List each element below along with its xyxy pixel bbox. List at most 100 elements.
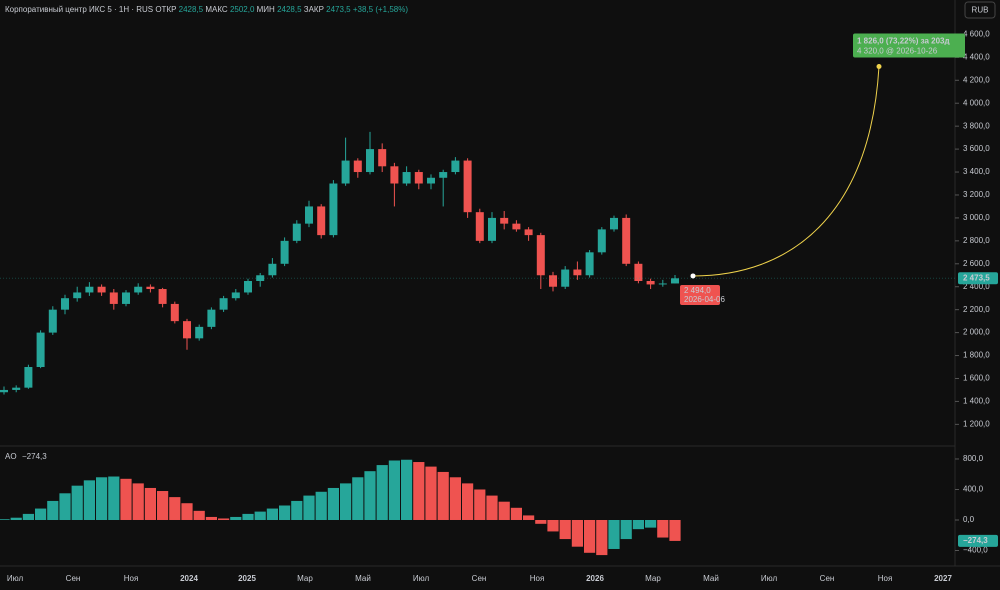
- ao-bar: [181, 503, 193, 520]
- last-value-label: −274,3: [963, 536, 988, 545]
- candle-body: [597, 229, 606, 253]
- candle-body: [317, 206, 326, 236]
- candle-body: [0, 389, 8, 393]
- x-tick-label: 2027: [934, 574, 952, 583]
- candle-body: [195, 326, 204, 339]
- candle-body: [353, 160, 362, 173]
- candle-body: [475, 212, 484, 241]
- y-tick-label: 400,0: [963, 485, 984, 494]
- ao-bar: [218, 518, 230, 520]
- candle-body: [536, 235, 545, 276]
- x-tick-label: Май: [355, 574, 371, 583]
- y-tick-label: 2 200,0: [963, 305, 990, 314]
- x-tick-label: 2026: [586, 574, 604, 583]
- ao-bar: [303, 495, 315, 520]
- last-value-box: [958, 272, 998, 285]
- x-tick-label: Ноя: [530, 574, 545, 583]
- x-tick-label: Мар: [645, 574, 661, 583]
- x-tick-label: Ноя: [878, 574, 893, 583]
- x-tick-label: Июл: [7, 574, 24, 583]
- ao-bar: [59, 493, 71, 520]
- ao-bar: [315, 491, 327, 520]
- ao-bar: [230, 516, 242, 520]
- ao-bar: [632, 519, 644, 530]
- indicator-value: −274,3: [22, 452, 47, 461]
- x-tick-label: Ноя: [124, 574, 139, 583]
- candle-body: [36, 332, 45, 368]
- y-tick-label: 4 400,0: [963, 52, 990, 61]
- ao-bar: [22, 513, 34, 520]
- y-tick-label: 1 200,0: [963, 419, 990, 428]
- field-value: 2473,5: [326, 5, 353, 14]
- candle-body: [244, 280, 252, 293]
- field-name: ЗАКР: [304, 5, 326, 14]
- candle-body: [390, 166, 399, 184]
- candle-body: [24, 367, 33, 388]
- field-value: 2428,5: [277, 5, 304, 14]
- y-tick-label: 800,0: [963, 454, 984, 463]
- candle-body: [561, 269, 570, 287]
- change: +38,5 (+1,58%): [353, 5, 408, 14]
- field-name: ОТКР: [155, 5, 178, 14]
- x-tick-label: Сен: [820, 574, 835, 583]
- ao-bar: [10, 517, 22, 520]
- ao-bar: [669, 519, 681, 541]
- field-value: 2428,5: [179, 5, 206, 14]
- candle-body: [280, 240, 289, 264]
- x-tick-label: Сен: [66, 574, 81, 583]
- ao-bar: [157, 491, 169, 520]
- candle-body: [329, 183, 338, 236]
- candle-body: [146, 286, 155, 290]
- ao-bar: [584, 519, 596, 553]
- ao-bar: [657, 519, 669, 538]
- field-name: МАКС: [205, 5, 230, 14]
- ao-bar: [242, 513, 254, 520]
- candle-body: [305, 206, 313, 224]
- candle-body: [207, 309, 216, 327]
- target-box: [853, 33, 965, 58]
- y-tick-label: 1 400,0: [963, 397, 990, 406]
- target-price: 4 320,0 @ 2026-10-26: [857, 47, 938, 56]
- currency[interactable]: RUB: [972, 6, 989, 15]
- y-tick-label: 2 000,0: [963, 328, 990, 337]
- start-box: [680, 284, 720, 305]
- candle-body: [610, 217, 618, 230]
- ao-bar: [47, 500, 59, 520]
- ao-bar: [547, 519, 559, 532]
- y-tick-label: 3 800,0: [963, 121, 990, 130]
- indicator-title: AO: [5, 452, 17, 461]
- currency-button[interactable]: [964, 1, 996, 19]
- y-tick-label: 3 200,0: [963, 190, 990, 199]
- candle-body: [585, 252, 594, 276]
- last-value-label: 2 473,5: [963, 273, 990, 282]
- candle-body: [488, 217, 496, 241]
- ao-bar: [279, 505, 291, 520]
- ao-bar: [83, 480, 95, 520]
- y-tick-label: 4 000,0: [963, 98, 990, 107]
- candle-body: [402, 172, 411, 184]
- ao-bar: [108, 476, 120, 520]
- start-date: 2026-04-06: [684, 295, 725, 304]
- candle-body: [73, 292, 82, 299]
- candle-body: [439, 172, 448, 178]
- ao-bar: [169, 497, 181, 520]
- candle-body: [378, 149, 387, 167]
- projection-target: [876, 64, 882, 70]
- candle-body: [634, 263, 643, 281]
- y-tick-label: 0,0: [963, 515, 975, 524]
- ao-bar: [401, 459, 413, 520]
- candle-body: [500, 217, 509, 224]
- ao-bar: [413, 462, 425, 520]
- y-tick-label: −400,0: [963, 546, 988, 555]
- candle-body: [414, 172, 423, 184]
- x-tick-label: Май: [703, 574, 719, 583]
- ao-bar: [254, 511, 266, 520]
- ao-bar: [474, 489, 486, 520]
- ao-bar: [120, 478, 132, 520]
- field-name: МИН: [257, 5, 277, 14]
- candle-body: [109, 292, 118, 304]
- ao-bar: [486, 495, 498, 520]
- ao-bar: [327, 487, 339, 520]
- candle-body: [451, 160, 460, 173]
- y-tick-label: 3 600,0: [963, 144, 990, 153]
